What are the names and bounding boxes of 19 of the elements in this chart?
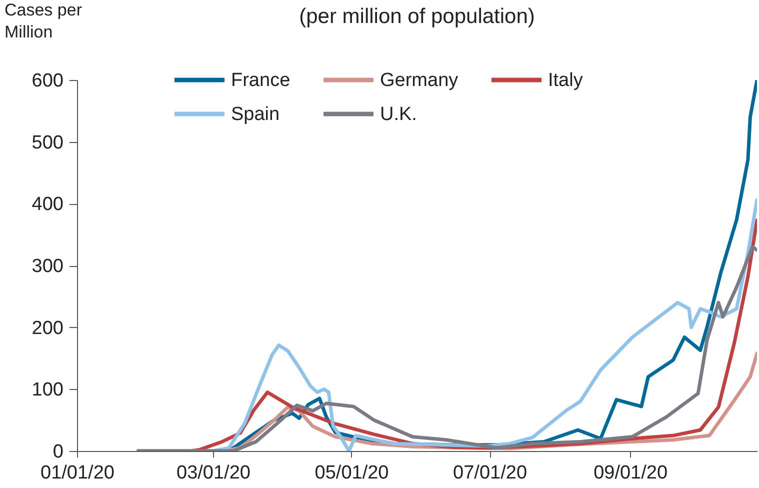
y-tick-label: 300 bbox=[32, 256, 64, 277]
legend-label: Germany bbox=[380, 70, 459, 91]
y-tick-label: 100 bbox=[32, 380, 64, 401]
x-tick-label: 09/01/20 bbox=[594, 462, 668, 484]
y-tick-label: 0 bbox=[52, 442, 64, 462]
legend-label: Spain bbox=[231, 104, 280, 125]
legend-label: Italy bbox=[548, 70, 584, 91]
x-tick-label: 05/01/20 bbox=[314, 462, 389, 484]
x-tick-label: 03/01/20 bbox=[176, 462, 250, 484]
legend-label: France bbox=[231, 70, 290, 91]
y-tick-label: 500 bbox=[32, 132, 64, 154]
y-tick-label: 400 bbox=[32, 194, 64, 216]
y-tick-label: 600 bbox=[32, 70, 64, 92]
x-tick-label: 07/01/20 bbox=[453, 462, 528, 484]
x-tick-label: 01/01/20 bbox=[40, 462, 114, 484]
chart-title: (per million of population) bbox=[299, 5, 535, 28]
y-tick-label: 200 bbox=[32, 318, 64, 339]
y-axis-title: Cases per Million bbox=[4, 0, 82, 42]
legend-label: U.K. bbox=[380, 104, 417, 125]
